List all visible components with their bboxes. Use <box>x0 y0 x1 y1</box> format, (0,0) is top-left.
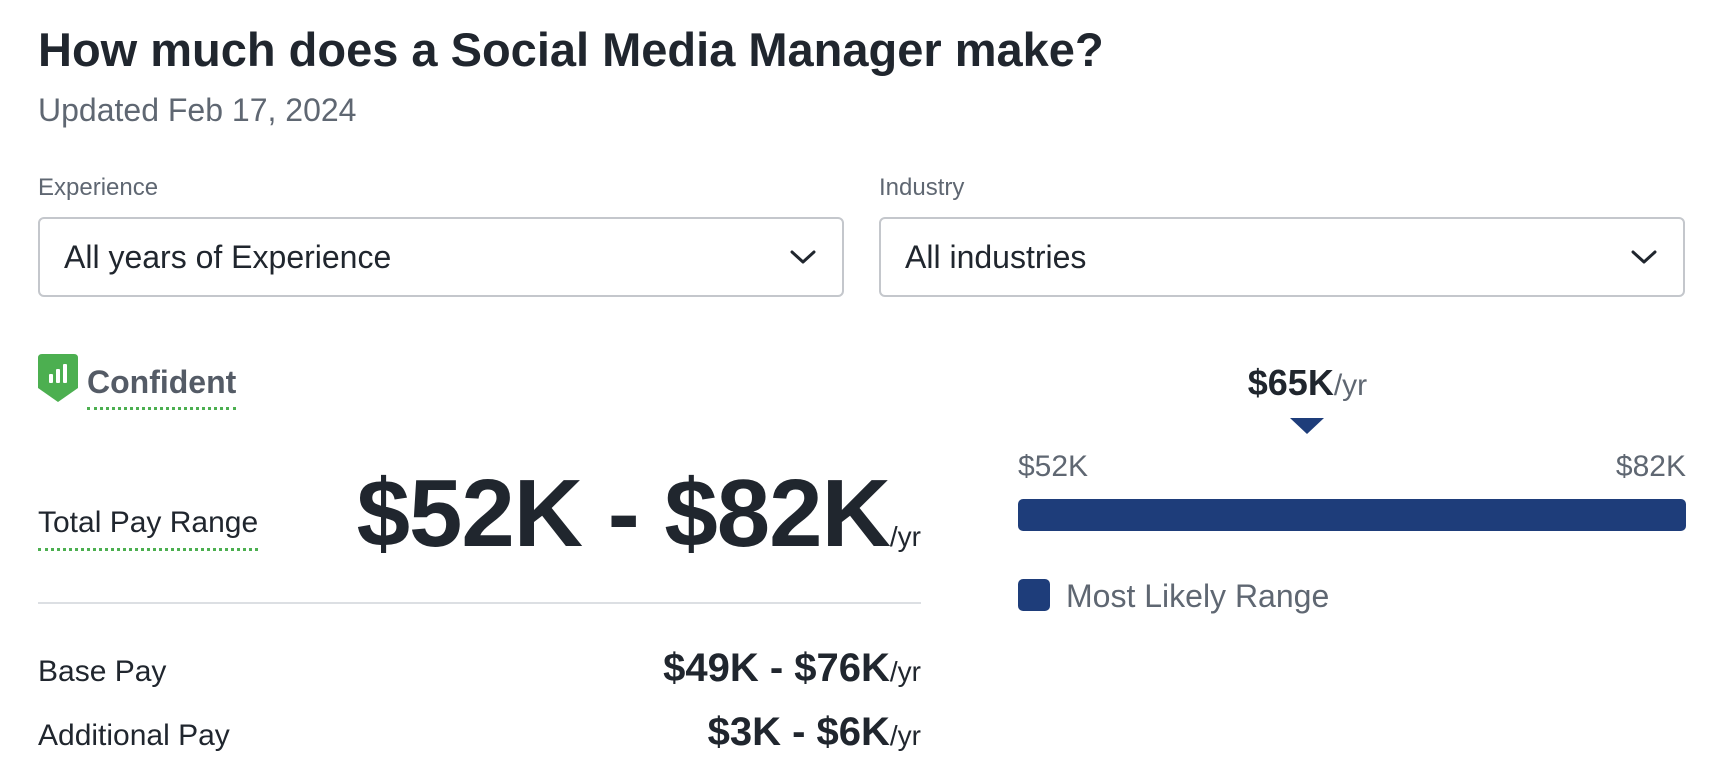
median-pay: $65K/yr <box>1248 362 1367 404</box>
base-pay-amount: $49K - $76K/yr <box>663 646 921 691</box>
confidence-label[interactable]: Confident <box>87 364 237 410</box>
base-pay-row: Base Pay $49K - $76K/yr <box>38 646 921 691</box>
most-likely-range-bar[interactable] <box>1018 499 1686 531</box>
total-pay-label[interactable]: Total Pay Range <box>38 506 259 551</box>
experience-dropdown[interactable]: All years of Experience <box>38 217 844 297</box>
legend-swatch <box>1018 579 1050 611</box>
median-pay-unit: /yr <box>1333 369 1368 402</box>
chevron-down-icon <box>1631 250 1657 264</box>
updated-date: Updated Feb 17, 2024 <box>38 92 357 128</box>
range-max-label: $82K <box>1615 450 1686 483</box>
chevron-down-icon <box>790 250 816 264</box>
experience-value: All years of Experience <box>64 238 392 275</box>
additional-pay-amount: $3K - $6K/yr <box>708 710 921 755</box>
bar-chart-shield-icon <box>38 354 78 402</box>
total-pay-value: $52K - $82K <box>356 460 891 567</box>
page-title: How much does a Social Media Manager mak… <box>38 23 1104 76</box>
additional-pay-value: $3K - $6K <box>707 710 890 754</box>
legend-label: Most Likely Range <box>1066 578 1330 614</box>
range-min-label: $52K <box>1018 450 1089 483</box>
base-pay-value: $49K - $76K <box>663 646 890 690</box>
industry-dropdown[interactable]: All industries <box>879 217 1685 297</box>
base-pay-unit: /yr <box>889 656 921 687</box>
industry-label: Industry <box>879 174 965 201</box>
experience-label: Experience <box>38 174 159 201</box>
divider <box>38 602 921 604</box>
pay-range-chart: $65K/yr $52K $82K Most Likely Range <box>1018 356 1686 626</box>
additional-pay-row: Additional Pay $3K - $6K/yr <box>38 710 921 755</box>
median-marker <box>1290 418 1325 434</box>
median-pay-value: $65K <box>1247 362 1334 403</box>
additional-pay-label: Additional Pay <box>38 719 230 752</box>
base-pay-label: Base Pay <box>38 655 167 688</box>
additional-pay-unit: /yr <box>889 720 921 751</box>
total-pay-amount: $52K - $82K/yr <box>357 466 921 562</box>
total-pay-unit: /yr <box>889 521 921 552</box>
industry-value: All industries <box>905 238 1087 275</box>
